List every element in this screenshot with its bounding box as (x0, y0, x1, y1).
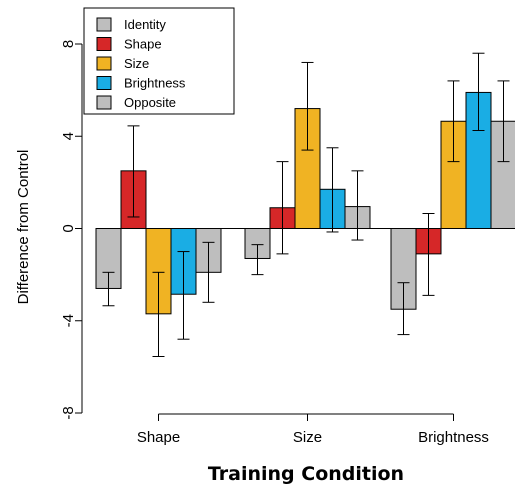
y-tick-label: 8 (60, 40, 77, 48)
legend-swatch (96, 17, 112, 32)
legend-swatch (96, 37, 112, 51)
legend-label: Shape (124, 37, 162, 52)
y-tick-label: 4 (60, 132, 77, 140)
legend-label: Size (124, 56, 149, 71)
x-tick-label: Brightness (418, 429, 489, 446)
y-tick-label: -4 (60, 314, 77, 327)
legend: Identity Shape Size Brightness Opposite (83, 7, 235, 115)
legend-label: Opposite (124, 95, 176, 110)
legend-label: Brightness (124, 76, 186, 91)
axes: -8 -4 0 4 8 Shape Size Brightness (60, 40, 515, 446)
y-tick-label: 0 (60, 224, 77, 232)
x-axis-title: Training Condition (208, 463, 404, 485)
legend-swatch (96, 76, 112, 90)
y-tick-label: -8 (60, 406, 77, 419)
legend-swatch (96, 95, 112, 110)
x-tick-label: Size (293, 429, 322, 446)
x-tick-label: Shape (137, 429, 180, 446)
bars (95, 52, 515, 357)
legend-swatch (96, 56, 112, 71)
y-axis-title: Difference from Control (15, 150, 32, 305)
legend-label: Identity (124, 17, 166, 32)
